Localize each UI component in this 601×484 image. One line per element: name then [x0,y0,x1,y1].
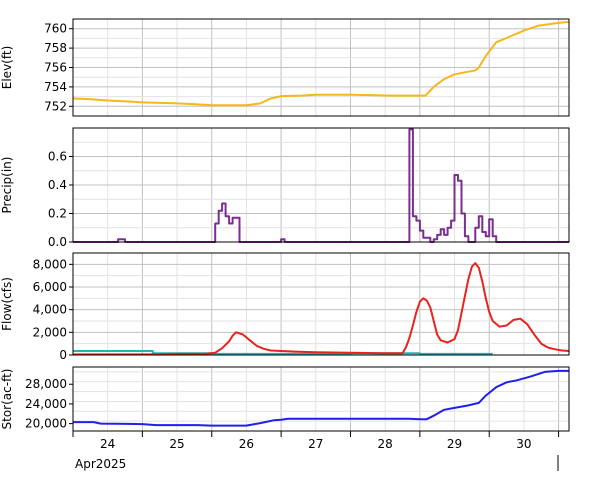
x-tick-label: 28 [378,437,393,451]
y-tick-label: 0.0 [48,235,67,249]
series-line-2 [73,262,570,356]
series-line-1 [73,128,569,243]
y-tick-label: 0.6 [48,150,67,164]
y-axis-label: Precip(in) [0,157,14,214]
x-tick-label: 26 [239,437,254,451]
x-tick-label: 25 [169,437,184,451]
plot-frame [72,252,570,356]
series-line-1 [72,20,570,107]
plot-frame [72,366,570,432]
y-tick-label: 6,000 [33,280,67,294]
y-tick-label: 2,000 [33,325,67,339]
plot-area [73,367,569,431]
y-tick-label: 760 [44,22,67,36]
x-axis: 24 25 26 27 28 29 30 Apr2025 [72,431,560,471]
y-tick-label: 0.4 [48,178,67,192]
y-tick-label: 28,000 [25,377,67,391]
y-tick-label: 8,000 [33,257,67,271]
y-axis-label: Elev(ft) [0,46,14,89]
y-axis-label: Stor(ac-ft) [0,369,14,430]
x-tick-label: 27 [308,437,323,451]
x-tick-label: 24 [100,437,115,451]
plot-area [73,253,569,355]
x-axis-month-label: Apr2025 [75,457,126,471]
y-tick-label: 0 [59,348,67,362]
y-tick-label: 756 [44,61,67,75]
panel-1: 752 754 756 758 760 Elev(ft) [0,18,570,117]
y-axis-label: Flow(cfs) [0,277,14,331]
x-tick-label: 29 [447,437,462,451]
panel-2: 0.0 0.2 0.4 0.6 Precip(in) [0,127,570,249]
panel-3: 0 2,000 4,000 6,000 8,000 Flow(cfs) [0,252,570,362]
y-tick-label: 754 [44,80,67,94]
y-tick-label: 4,000 [33,303,67,317]
y-tick-label: 20,000 [25,417,67,431]
x-tick-label: 30 [516,437,531,451]
y-tick-label: 0.2 [48,207,67,221]
y-tick-label: 24,000 [25,397,67,411]
panel-4: 20,000 24,000 28,000 Stor(ac-ft) [0,366,570,432]
series-line-1 [73,350,493,355]
series-line-1 [73,369,569,427]
y-tick-label: 752 [44,99,67,113]
y-tick-label: 758 [44,41,67,55]
